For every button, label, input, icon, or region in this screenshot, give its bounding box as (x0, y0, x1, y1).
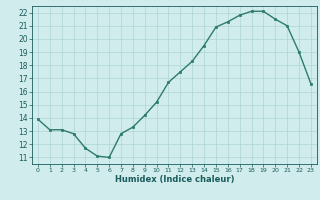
X-axis label: Humidex (Indice chaleur): Humidex (Indice chaleur) (115, 175, 234, 184)
